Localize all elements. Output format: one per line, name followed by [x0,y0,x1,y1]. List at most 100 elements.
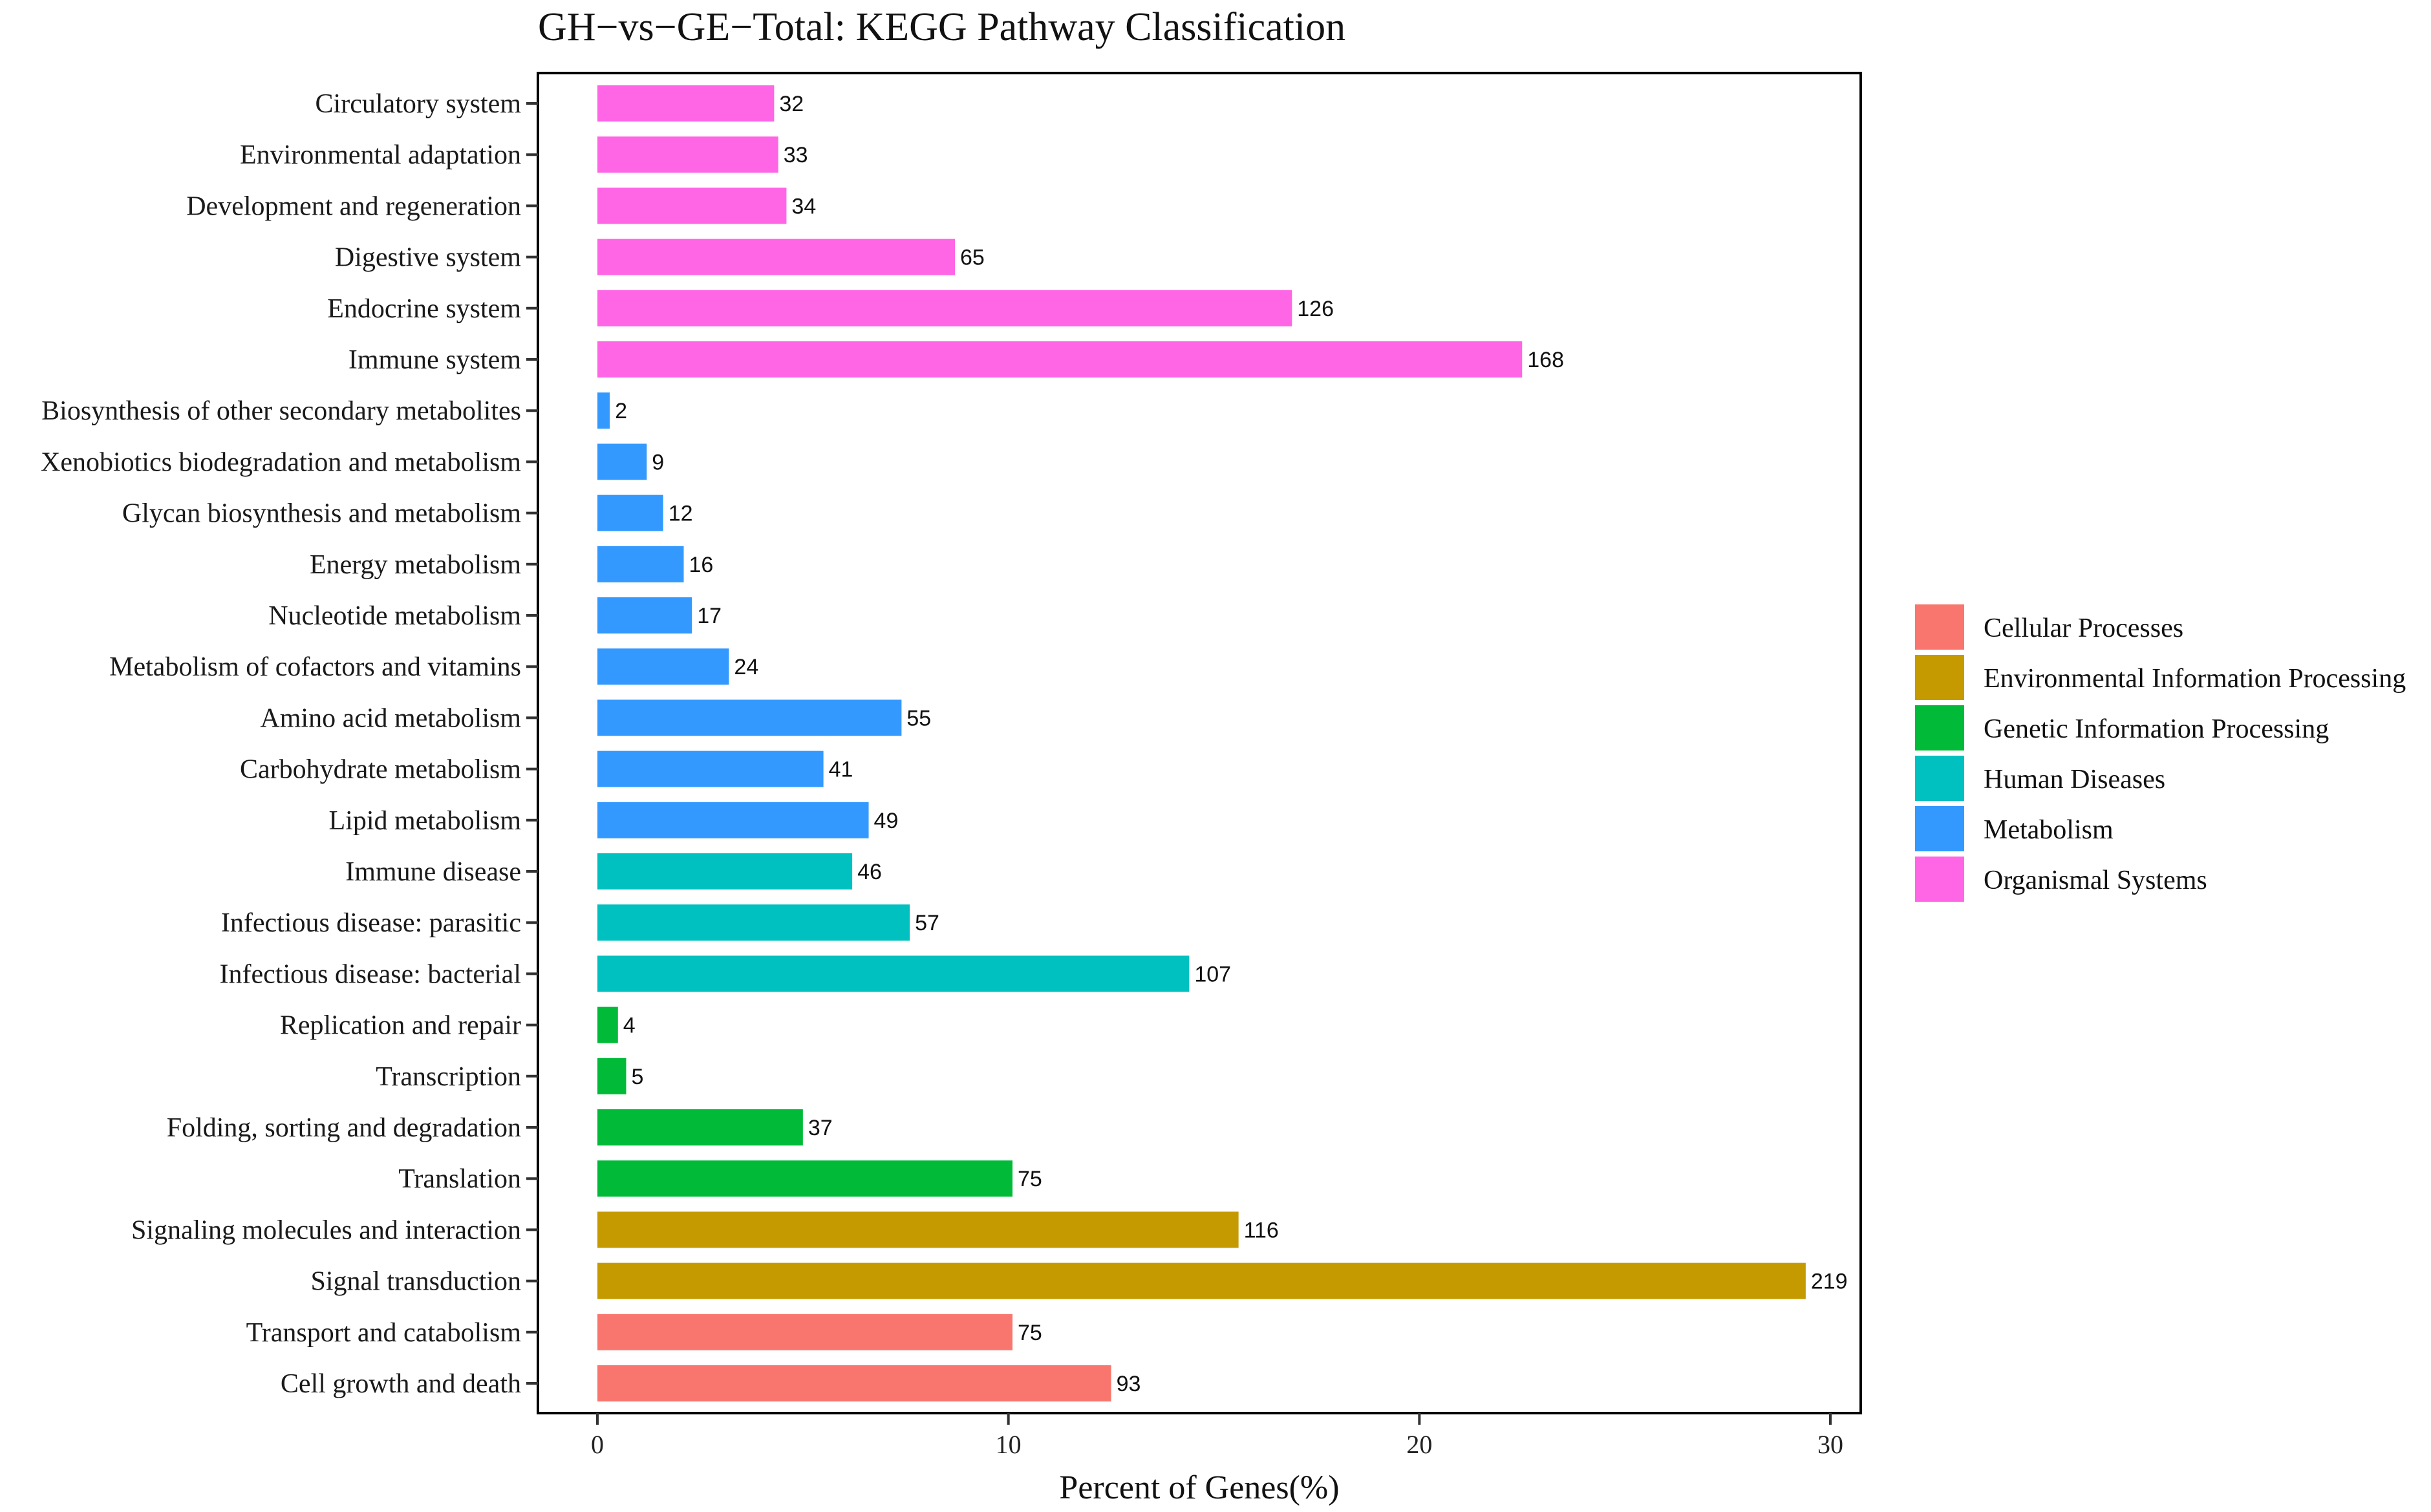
bar-carbohydrate-metabolism [597,751,824,787]
y-tick-label-metabolism-of-cofactors-and-vitamins: Metabolism of cofactors and vitamins [109,652,521,682]
y-tick-label-transcription: Transcription [376,1062,521,1092]
value-label-folding-sorting-and-degradation: 37 [808,1116,833,1140]
legend-key-metabolism [1915,806,1964,851]
value-label-immune-system: 168 [1527,348,1564,372]
y-tick-label-immune-system: Immune system [348,345,521,375]
legend-label-environmental-information-processing: Environmental Information Processing [1984,664,2406,694]
bar-immune-system [597,341,1523,378]
y-tick-label-lipid-metabolism: Lipid metabolism [329,806,522,836]
plot-frame [537,72,1862,1414]
y-tick-label-xenobiotics-biodegradation-and-metabolism: Xenobiotics biodegradation and metabolis… [41,447,521,477]
bar-digestive-system [597,239,956,275]
value-label-cell-growth-and-death: 93 [1117,1372,1141,1396]
value-label-immune-disease: 46 [857,860,882,884]
legend-key-human-diseases [1915,756,1964,801]
bars-group [597,85,1806,1401]
value-label-endocrine-system: 126 [1297,297,1334,321]
y-tick-label-translation: Translation [398,1164,521,1194]
value-label-nucleotide-metabolism: 17 [697,604,722,628]
legend-label-cellular-processes: Cellular Processes [1984,613,2183,643]
y-tick-label-digestive-system: Digestive system [335,243,521,273]
bar-transcription [597,1058,626,1094]
bar-nucleotide-metabolism [597,597,692,634]
bar-immune-disease [597,853,853,889]
bar-xenobiotics-biodegradation-and-metabolism [597,443,647,480]
legend-label-metabolism: Metabolism [1984,815,2114,845]
value-label-replication-and-repair: 4 [623,1014,636,1038]
value-label-transcription: 5 [631,1065,643,1089]
legend-key-genetic-information-processing [1915,705,1964,751]
y-tick-label-signaling-molecules-and-interaction: Signaling molecules and interaction [131,1215,521,1245]
x-axis: 0 10 20 30 [591,1413,1843,1459]
value-label-circulatory-system: 32 [779,92,804,116]
value-label-biosynthesis-of-other-secondary-metabolites: 2 [615,399,627,423]
bar-metabolism-of-cofactors-and-vitamins [597,648,729,685]
bar-energy-metabolism [597,546,684,582]
bar-environmental-adaptation [597,136,778,173]
y-tick-label-transport-and-catabolism: Transport and catabolism [246,1318,522,1348]
bar-lipid-metabolism [597,802,869,838]
x-tick-label-10: 10 [996,1430,1022,1459]
bar-transport-and-catabolism [597,1314,1013,1350]
value-labels-group: 32 33 34 65 126 168 2 9 12 16 17 24 55 41 49 46 57 107 4 5 3… [615,92,1848,1396]
value-label-signal-transduction: 219 [1811,1270,1848,1294]
bar-signaling-molecules-and-interaction [597,1211,1239,1248]
value-label-energy-metabolism: 16 [689,553,713,577]
y-axis: Circulatory system Environmental adaptati… [41,89,538,1399]
y-tick-label-amino-acid-metabolism: Amino acid metabolism [260,703,521,733]
y-tick-label-endocrine-system: Endocrine system [327,294,521,324]
value-label-signaling-molecules-and-interaction: 116 [1244,1218,1279,1242]
bar-infectious-disease-bacterial [597,955,1190,992]
bar-cell-growth-and-death [597,1365,1111,1401]
value-label-amino-acid-metabolism: 55 [906,706,931,730]
value-label-lipid-metabolism: 49 [874,809,899,833]
legend-key-organismal-systems [1915,857,1964,902]
bar-biosynthesis-of-other-secondary-metabolites [597,392,610,429]
y-tick-label-glycan-biosynthesis-and-metabolism: Glycan biosynthesis and metabolism [122,499,521,529]
value-label-glycan-biosynthesis-and-metabolism: 12 [669,502,693,526]
bar-translation [597,1160,1013,1197]
bar-signal-transduction [597,1262,1806,1299]
value-label-xenobiotics-biodegradation-and-metabolism: 9 [652,450,664,474]
y-tick-label-biosynthesis-of-other-secondary-metabolites: Biosynthesis of other secondary metaboli… [41,396,521,426]
y-tick-label-immune-disease: Immune disease [345,857,521,887]
bar-infectious-disease-parasitic [597,904,910,941]
value-label-infectious-disease-parasitic: 57 [915,911,939,935]
y-tick-label-infectious-disease-parasitic: Infectious disease: parasitic [221,908,521,938]
legend-label-organismal-systems: Organismal Systems [1984,866,2207,895]
y-tick-label-energy-metabolism: Energy metabolism [310,550,521,580]
legend-key-environmental-information-processing [1915,655,1964,700]
y-tick-label-cell-growth-and-death: Cell growth and death [281,1369,521,1399]
y-tick-label-nucleotide-metabolism: Nucleotide metabolism [268,601,521,631]
value-label-metabolism-of-cofactors-and-vitamins: 24 [734,655,758,679]
legend: Cellular Processes Environmental Informat… [1915,604,2406,902]
legend-label-human-diseases: Human Diseases [1984,765,2165,794]
bar-glycan-biosynthesis-and-metabolism [597,495,663,531]
legend-label-genetic-information-processing: Genetic Information Processing [1984,714,2329,744]
bar-development-and-regeneration [597,187,787,224]
bar-replication-and-repair [597,1006,618,1043]
value-label-digestive-system: 65 [960,246,985,270]
y-tick-label-development-and-regeneration: Development and regeneration [186,191,521,221]
bar-folding-sorting-and-degradation [597,1109,803,1145]
y-tick-label-signal-transduction: Signal transduction [311,1267,521,1297]
y-tick-label-folding-sorting-and-degradation: Folding, sorting and degradation [167,1113,521,1143]
y-tick-label-circulatory-system: Circulatory system [316,89,522,119]
x-tick-label-20: 20 [1406,1430,1432,1459]
bar-endocrine-system [597,290,1292,326]
x-axis-title: Percent of Genes(%) [1059,1469,1339,1506]
value-label-translation: 75 [1018,1167,1042,1191]
legend-key-cellular-processes [1915,604,1964,650]
y-tick-label-carbohydrate-metabolism: Carbohydrate metabolism [240,755,521,785]
value-label-development-and-regeneration: 34 [791,194,816,218]
x-tick-label-30: 30 [1817,1430,1843,1459]
y-tick-label-replication-and-repair: Replication and repair [280,1011,521,1041]
value-label-carbohydrate-metabolism: 41 [829,758,853,782]
y-tick-label-infectious-disease-bacterial: Infectious disease: bacterial [220,959,521,989]
bar-circulatory-system [597,85,775,122]
x-tick-label-0: 0 [591,1430,604,1459]
value-label-environmental-adaptation: 33 [784,143,808,167]
chart-title: GH−vs−GE−Total: KEGG Pathway Classificat… [538,5,1345,49]
y-tick-label-environmental-adaptation: Environmental adaptation [240,140,521,170]
